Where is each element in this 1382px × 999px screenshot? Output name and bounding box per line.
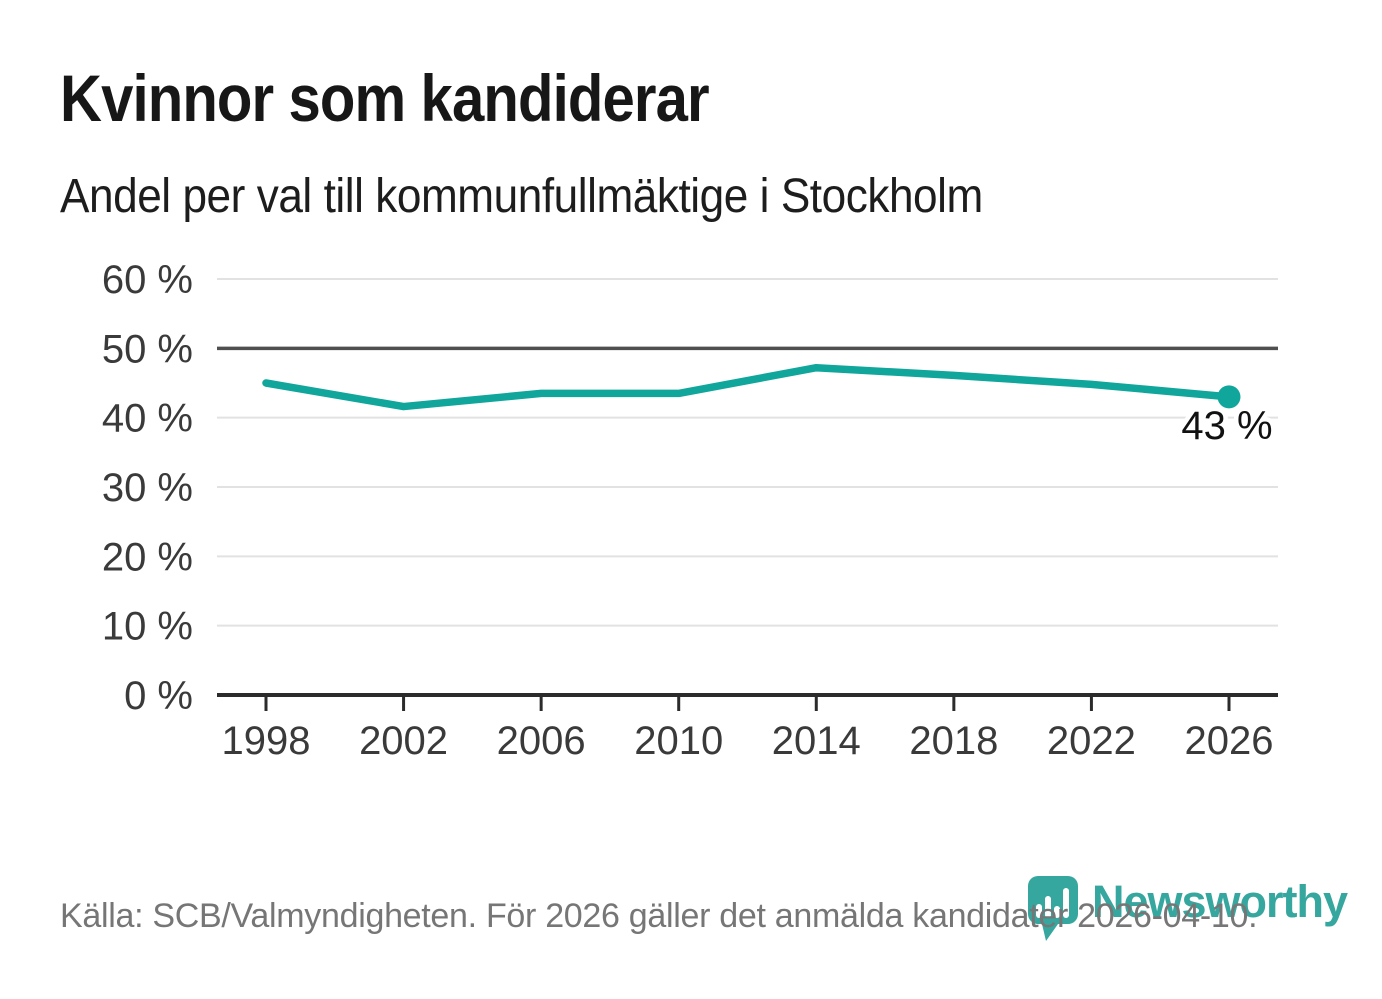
y-axis-label-60: 60 % xyxy=(102,258,193,302)
y-axis-label-40: 40 % xyxy=(102,397,193,441)
y-axis-label-10: 10 % xyxy=(102,605,193,649)
y-axis-label-30: 30 % xyxy=(102,466,193,510)
newsworthy-icon xyxy=(1028,876,1078,941)
y-axis-label-20: 20 % xyxy=(102,535,193,579)
source-note: Källa: SCB/Valmyndigheten. För 2026 gäll… xyxy=(60,897,1258,935)
y-axis-label-50: 50 % xyxy=(102,327,193,371)
chart-subtitle: Andel per val till kommunfullmäktige i S… xyxy=(60,170,983,223)
data-line xyxy=(262,363,1233,411)
x-axis-label-1998: 1998 xyxy=(222,719,311,763)
chart-title: Kvinnor som kandiderar xyxy=(60,61,710,135)
x-axis-label-2022: 2022 xyxy=(1047,719,1136,763)
data-point-2026 xyxy=(1217,385,1241,409)
x-axis-label-2018: 2018 xyxy=(909,719,998,763)
brand-logo: Newsworthy xyxy=(1028,876,1348,942)
x-axis-label-2014: 2014 xyxy=(772,719,861,763)
x-axis-label-2006: 2006 xyxy=(497,719,586,763)
x-axis-label-2002: 2002 xyxy=(359,719,448,763)
end-value-label: 43 % xyxy=(1181,404,1272,448)
y-axis-label-0: 0 % xyxy=(124,674,193,718)
brand-wordmark: Newsworthy xyxy=(1092,876,1348,927)
x-axis-label-2026: 2026 xyxy=(1184,719,1273,763)
x-axis-label-2010: 2010 xyxy=(634,719,723,763)
